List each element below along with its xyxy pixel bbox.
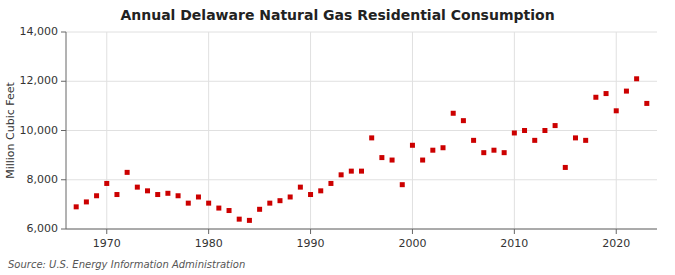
point	[165, 191, 170, 196]
y-tick-label: 6,000	[27, 222, 59, 235]
point	[267, 201, 272, 206]
point	[328, 181, 333, 186]
y-tick	[61, 130, 66, 131]
point	[298, 185, 303, 190]
point	[593, 95, 598, 100]
point	[176, 193, 181, 198]
y-tick	[61, 229, 66, 230]
point	[359, 169, 364, 174]
x-grid-line	[412, 32, 413, 229]
point	[481, 150, 486, 155]
point	[604, 91, 609, 96]
point	[206, 201, 211, 206]
x-tick	[310, 229, 311, 234]
point	[104, 181, 109, 186]
point	[400, 182, 405, 187]
point	[257, 207, 262, 212]
y-tick-label: 12,000	[20, 74, 59, 87]
x-tick	[514, 229, 515, 234]
x-axis-line	[66, 229, 657, 230]
x-tick-label: 1990	[297, 237, 325, 250]
x-grid-line	[208, 32, 209, 229]
y-grid-line	[66, 229, 657, 230]
y-tick-label: 8,000	[27, 173, 59, 186]
point	[379, 155, 384, 160]
point	[390, 158, 395, 163]
point	[288, 194, 293, 199]
x-tick-label: 1980	[195, 237, 223, 250]
x-tick	[412, 229, 413, 234]
point	[247, 218, 252, 223]
point	[94, 193, 99, 198]
x-grid-line	[310, 32, 311, 229]
axes: 6,000 8,000 10,000 12,000 14,000 1970 1980 1990…	[20, 25, 658, 250]
x-tick-label: 1970	[93, 237, 121, 250]
point	[277, 198, 282, 203]
y-tick-label: 14,000	[20, 25, 59, 38]
grid	[66, 32, 657, 229]
y-grid-line	[66, 81, 657, 82]
y-tick	[61, 32, 66, 33]
x-grid-line	[616, 32, 617, 229]
y-grid-line	[66, 179, 657, 180]
point	[114, 192, 119, 197]
y-tick-label: 10,000	[20, 124, 59, 137]
x-tick-label: 2010	[500, 237, 528, 250]
point	[441, 145, 446, 150]
x-tick	[616, 229, 617, 234]
point	[461, 118, 466, 123]
point	[339, 172, 344, 177]
chart: 6,000 8,000 10,000 12,000 14,000 1970 1980 1990…	[0, 0, 675, 275]
y-tick	[61, 81, 66, 82]
source-note: Source: U.S. Energy Information Administ…	[8, 259, 245, 270]
y-grid-line	[66, 130, 657, 131]
point	[135, 185, 140, 190]
point	[318, 188, 323, 193]
point	[451, 111, 456, 116]
point	[614, 108, 619, 113]
point	[583, 138, 588, 143]
y-axis-line	[66, 32, 67, 229]
point	[420, 158, 425, 163]
point	[512, 130, 517, 135]
y-tick	[61, 179, 66, 180]
point	[216, 206, 221, 211]
point	[74, 204, 79, 209]
y-grid-line	[66, 32, 657, 33]
point	[349, 169, 354, 174]
x-grid-line	[106, 32, 107, 229]
point	[491, 148, 496, 153]
point	[125, 170, 130, 175]
point	[369, 135, 374, 140]
x-tick-label: 2020	[602, 237, 630, 250]
point	[644, 101, 649, 106]
point	[227, 208, 232, 213]
point	[532, 138, 537, 143]
point	[237, 217, 242, 222]
point	[542, 128, 547, 133]
y-axis-label: Million Cubic Feet	[4, 81, 17, 178]
point	[308, 192, 313, 197]
point	[573, 135, 578, 140]
point	[155, 192, 160, 197]
title: Annual Delaware Natural Gas Residential …	[120, 7, 554, 23]
point	[196, 194, 201, 199]
point	[634, 76, 639, 81]
point	[84, 199, 89, 204]
point	[522, 128, 527, 133]
point	[145, 188, 150, 193]
point	[430, 148, 435, 153]
points	[74, 76, 650, 223]
point	[186, 201, 191, 206]
point	[471, 138, 476, 143]
point	[502, 150, 507, 155]
point	[624, 89, 629, 94]
point	[553, 123, 558, 128]
x-tick	[208, 229, 209, 234]
x-tick	[106, 229, 107, 234]
point	[410, 143, 415, 148]
point	[563, 165, 568, 170]
x-tick-label: 2000	[398, 237, 426, 250]
